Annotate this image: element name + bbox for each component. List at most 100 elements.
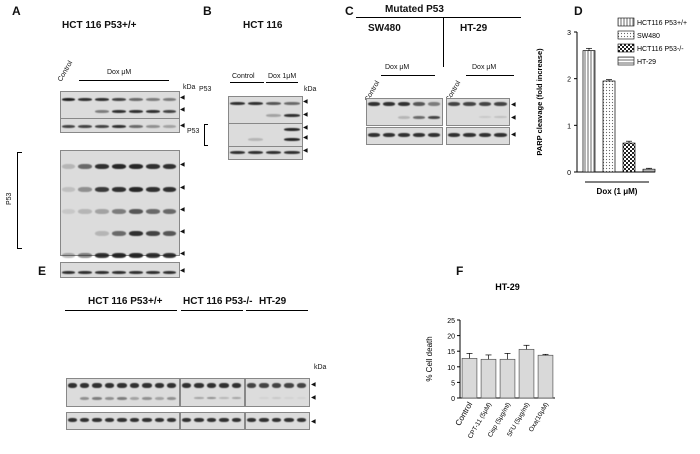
d-legend-swatch: [617, 56, 635, 66]
d-bar: [642, 168, 656, 173]
f-y-axis-label: % Cell death: [425, 336, 434, 381]
blot-band: [247, 137, 263, 141]
d-y-tick-label: 3: [567, 30, 571, 37]
blot-band: [92, 382, 102, 388]
blot-band: [181, 382, 192, 388]
panel-e-label: E: [38, 264, 47, 278]
blot-band: [95, 186, 110, 192]
blot-band: [494, 133, 507, 137]
blot-band: [78, 252, 93, 258]
f-y-tick-label: 10: [447, 365, 455, 372]
blot-band: [128, 109, 143, 113]
blot-band: [117, 418, 127, 422]
f-y-tick-label: 20: [447, 334, 455, 341]
blot-band: [61, 252, 76, 258]
b-dox-label: Dox 1μM: [268, 73, 297, 80]
d-legend-label: HCT116 P53+/+: [637, 20, 687, 27]
blot-band: [78, 97, 93, 101]
b-p53-group: P53: [187, 128, 200, 135]
d-y-tick-label: 0: [567, 170, 571, 177]
blot-band: [162, 208, 177, 214]
blot-band: [284, 150, 300, 154]
blot-band: [284, 101, 300, 105]
blot-band: [78, 186, 93, 192]
blot-band: [142, 396, 152, 400]
a-mw-marker: [180, 184, 185, 191]
d-x-axis-label: Dox (1 μM): [597, 187, 638, 196]
blot-band: [61, 270, 76, 274]
d-legend-swatch: [617, 17, 635, 27]
blot-band: [128, 125, 143, 128]
blot-band: [397, 102, 410, 106]
e-kda: kDa: [314, 364, 327, 371]
blot-band: [112, 230, 126, 236]
blot-band: [128, 252, 143, 258]
b-mw-marker: [303, 134, 308, 141]
blot-band: [145, 163, 160, 169]
blot-band: [112, 97, 126, 101]
d-bar: [602, 80, 616, 173]
blot-band: [104, 418, 115, 422]
c-dox-sw: Dox μM: [385, 64, 410, 71]
a-mw-marker: [180, 106, 185, 113]
b-p53-bracket: [204, 124, 208, 146]
blot-band: [145, 230, 160, 236]
a-mw-marker: [180, 250, 185, 257]
f-y-tick-label: 25: [447, 318, 455, 325]
e-group-line-3: [246, 310, 308, 311]
blot-band: [154, 396, 165, 400]
blot-band: [142, 418, 152, 422]
b-dox-line: [266, 82, 298, 83]
panel-d-label: D: [574, 4, 583, 18]
blot-band: [117, 396, 127, 400]
blot-band: [447, 102, 460, 106]
panel-b-title: HCT 116: [243, 20, 283, 31]
e-group-1: HCT 116 P53+/+: [88, 296, 163, 307]
blot-band: [128, 230, 143, 236]
blot-band: [79, 418, 90, 422]
f-bar: [537, 354, 554, 399]
blot-band: [206, 382, 217, 388]
blot-band: [194, 382, 204, 388]
a-blot-box: [60, 262, 180, 278]
e-mw-marker: [311, 418, 316, 425]
blot-band: [296, 397, 307, 399]
blot-band: [427, 115, 440, 119]
blot-band: [162, 270, 177, 274]
blot-band: [104, 396, 115, 400]
a-control-label: Control: [56, 59, 75, 83]
blot-band: [266, 150, 282, 154]
blot-band: [447, 133, 460, 137]
blot-band: [104, 382, 115, 388]
f-y-tick-label: 5: [451, 380, 455, 387]
blot-band: [167, 418, 177, 422]
blot-band: [79, 396, 90, 400]
blot-band: [266, 101, 282, 105]
d-legend-swatch: [617, 30, 635, 40]
blot-band: [427, 102, 440, 106]
blot-band: [162, 252, 177, 258]
blot-band: [145, 97, 160, 101]
blot-band: [95, 270, 110, 274]
blot-band: [61, 208, 76, 214]
blot-band: [78, 163, 93, 169]
b-p53-label: P53: [199, 86, 212, 93]
blot-band: [112, 125, 126, 128]
blot-band: [246, 382, 257, 388]
e-group-line-2: [181, 310, 243, 311]
c-line-sw480: SW480: [368, 23, 401, 34]
blot-band: [181, 418, 192, 422]
blot-band: [412, 102, 425, 106]
blot-band: [162, 186, 177, 192]
d-y-axis-label: PARP cleavage (fold increase): [535, 48, 544, 156]
e-group-3: HT-29: [259, 296, 287, 307]
blot-band: [95, 252, 110, 258]
blot-band: [219, 418, 229, 422]
blot-band: [154, 382, 165, 388]
panel-b-label: B: [203, 4, 212, 18]
d-y-tick-label: 1: [567, 123, 571, 130]
blot-band: [129, 418, 140, 422]
blot-band: [271, 418, 282, 422]
c-mw-marker: [511, 101, 516, 108]
a-kda: kDa: [183, 84, 196, 91]
